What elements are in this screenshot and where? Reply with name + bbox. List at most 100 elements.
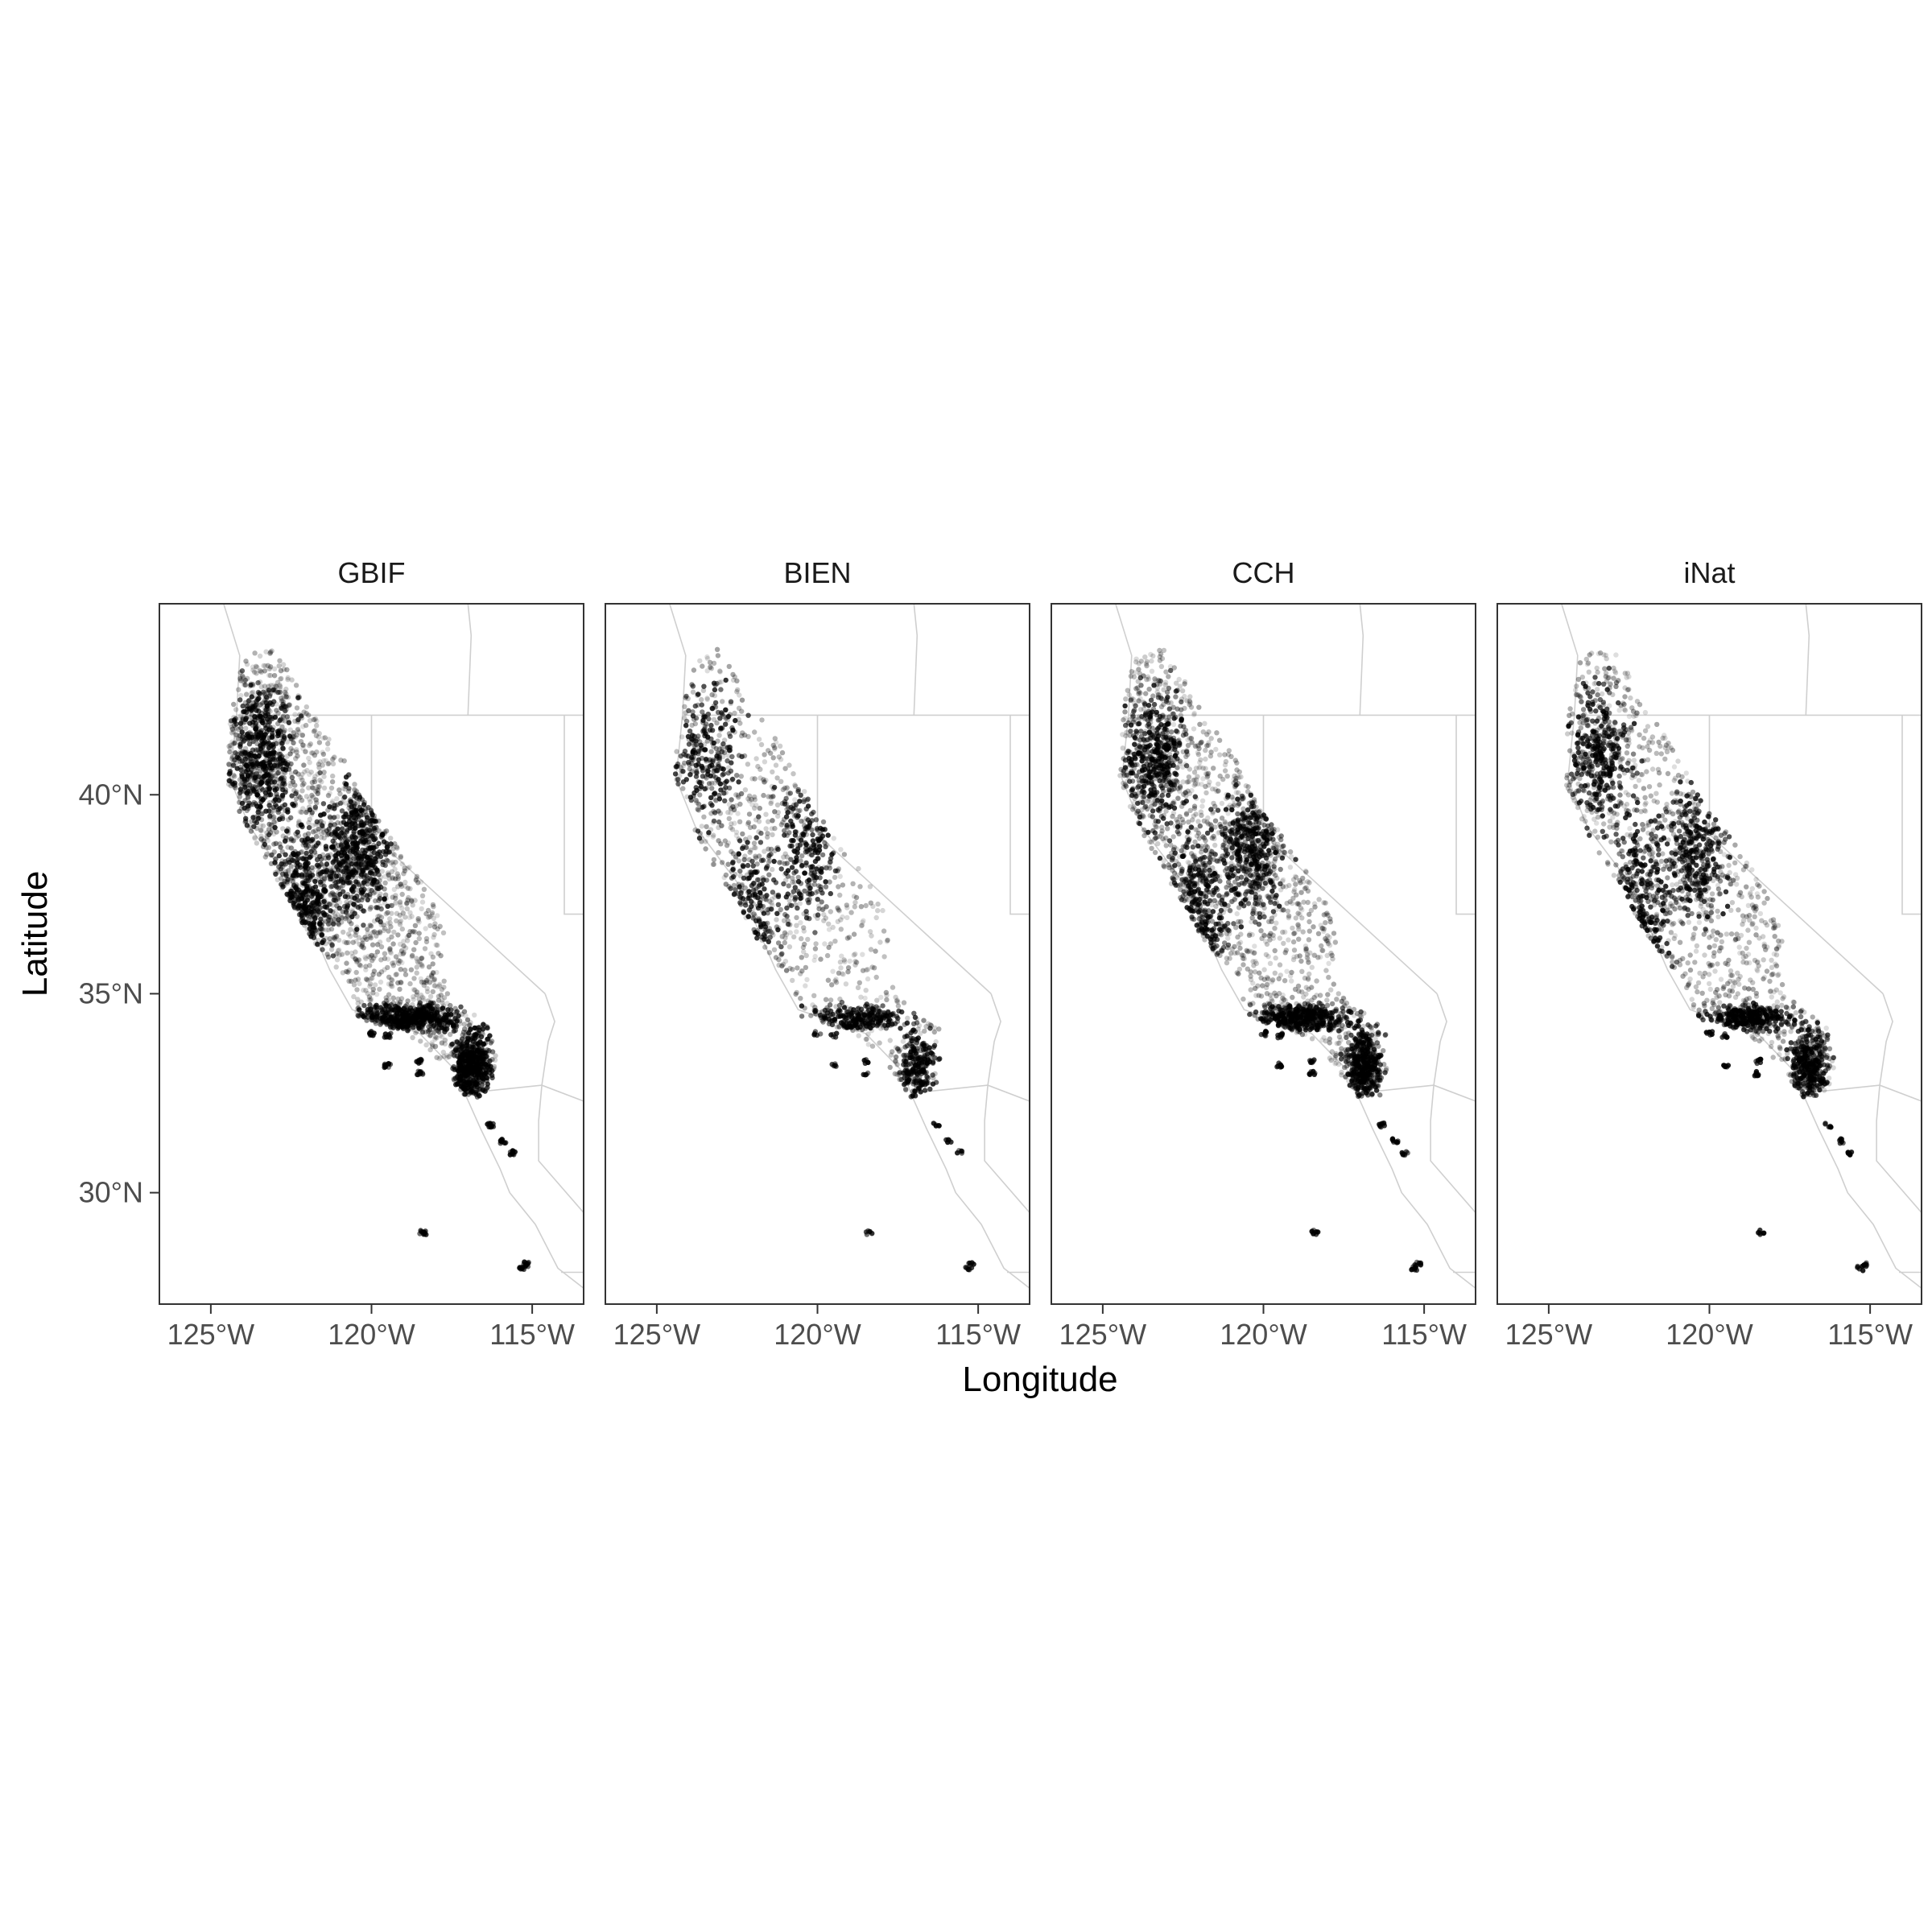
occurrence-point — [294, 852, 299, 859]
occurrence-point — [409, 954, 415, 960]
occurrence-point — [690, 709, 696, 715]
occurrence-point — [318, 857, 324, 862]
occurrence-point — [397, 958, 403, 964]
occurrence-point — [335, 921, 341, 927]
occurrence-point — [372, 815, 378, 822]
occurrence-point — [739, 697, 745, 703]
occurrence-point — [312, 804, 318, 810]
occurrence-point — [709, 728, 716, 733]
occurrence-point — [384, 1001, 390, 1007]
occurrence-point — [395, 1018, 402, 1023]
occurrence-point — [464, 1065, 469, 1071]
occurrence-point — [286, 868, 291, 873]
occurrence-point — [467, 1022, 473, 1028]
occurrence-point — [761, 877, 766, 883]
occurrence-point — [863, 988, 869, 993]
occurrence-point — [712, 796, 718, 802]
occurrence-point — [382, 1031, 389, 1037]
occurrence-point — [732, 674, 737, 680]
occurrence-point — [720, 741, 726, 747]
occurrence-point — [436, 951, 441, 956]
occurrence-point — [472, 1025, 477, 1031]
occurrence-point — [887, 1038, 894, 1043]
occurrence-point — [766, 939, 771, 945]
occurrence-point — [687, 772, 693, 778]
occurrence-point — [393, 876, 398, 881]
occurrence-point — [818, 956, 824, 962]
occurrence-point — [386, 997, 391, 1003]
occurrence-point — [363, 873, 369, 879]
occurrence-point — [392, 866, 398, 873]
occurrence-point — [379, 869, 385, 874]
occurrence-point — [360, 937, 365, 943]
occurrence-point — [729, 821, 734, 827]
occurrence-point — [782, 851, 788, 857]
occurrence-point — [799, 935, 804, 942]
occurrence-point — [753, 845, 758, 851]
occurrence-point — [406, 932, 412, 939]
occurrence-point — [394, 918, 399, 924]
occurrence-point — [266, 786, 272, 792]
occurrence-point — [365, 815, 370, 820]
occurrence-point — [705, 712, 711, 717]
occurrence-point — [271, 673, 278, 679]
occurrence-point — [261, 750, 266, 757]
occurrence-point — [720, 725, 725, 731]
occurrence-point — [388, 1006, 394, 1012]
occurrence-point — [377, 896, 383, 902]
occurrence-point — [279, 675, 284, 682]
occurrence-point — [267, 830, 274, 836]
occurrence-point — [319, 919, 324, 925]
occurrence-point — [386, 876, 392, 881]
occurrence-point — [782, 861, 787, 867]
occurrence-point — [226, 762, 232, 767]
occurrence-point — [266, 832, 272, 838]
occurrence-point — [781, 918, 787, 923]
occurrence-point — [358, 906, 364, 912]
occurrence-point — [368, 935, 374, 941]
occurrence-point — [282, 781, 287, 787]
occurrence-point — [357, 796, 362, 802]
occurrence-point — [696, 801, 702, 807]
occurrence-point — [856, 865, 861, 872]
occurrence-point — [299, 788, 305, 794]
occurrence-point — [312, 753, 318, 758]
occurrence-point — [890, 985, 896, 990]
occurrence-point — [752, 869, 758, 874]
occurrence-point — [254, 774, 259, 780]
occurrence-point — [465, 1092, 472, 1097]
occurrence-point — [418, 976, 423, 982]
occurrence-point — [339, 808, 345, 814]
occurrence-point — [721, 771, 727, 777]
occurrence-point — [299, 822, 304, 828]
occurrence-point — [836, 907, 841, 913]
occurrence-point — [858, 904, 865, 910]
occurrence-point — [280, 758, 286, 763]
occurrence-point — [318, 926, 324, 931]
occurrence-point — [336, 917, 341, 923]
occurrence-point — [752, 729, 758, 735]
occurrence-point — [702, 786, 708, 792]
occurrence-point — [419, 893, 426, 899]
occurrence-point — [341, 889, 346, 894]
occurrence-point — [769, 900, 774, 906]
occurrence-point — [369, 942, 376, 947]
occurrence-point — [454, 1038, 460, 1045]
occurrence-point — [261, 663, 266, 669]
occurrence-point — [473, 1061, 480, 1067]
occurrence-point — [277, 658, 283, 663]
occurrence-point — [319, 831, 324, 836]
occurrence-point — [417, 959, 423, 964]
occurrence-point — [739, 753, 745, 759]
occurrence-point — [301, 781, 307, 786]
occurrence-point — [708, 736, 714, 742]
occurrence-point — [716, 733, 722, 738]
occurrence-point — [296, 898, 302, 903]
occurrence-point — [321, 886, 327, 893]
occurrence-point — [265, 763, 271, 769]
occurrence-point — [713, 798, 719, 803]
occurrence-point — [682, 748, 688, 754]
occurrence-point — [309, 836, 316, 843]
occurrence-point — [352, 782, 357, 787]
